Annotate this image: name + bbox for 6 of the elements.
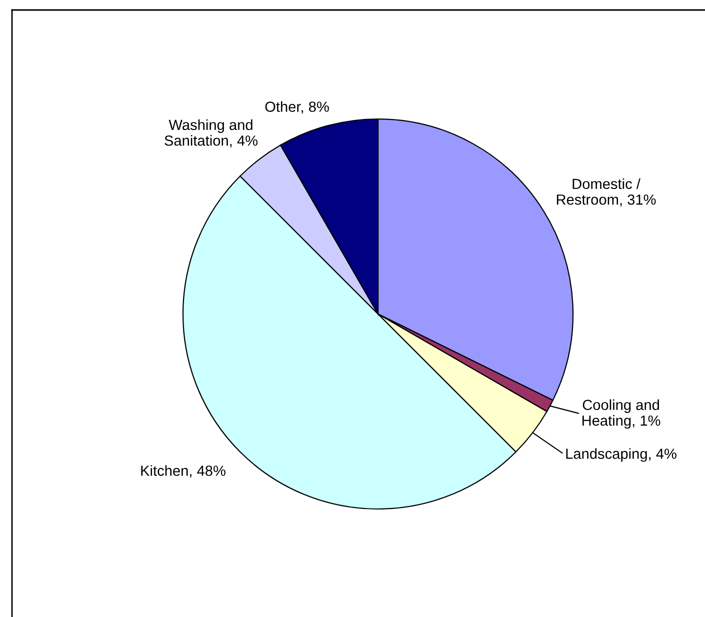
slice-label: Landscaping, 4% (566, 448, 676, 462)
slice-label: Other, 8% (265, 101, 329, 114)
slice-label: Kitchen, 48% (141, 465, 226, 478)
slice-label: Washing and Sanitation, 4% (164, 119, 258, 148)
slice-label: Cooling and Heating, 1% (582, 399, 660, 429)
slice-label: Domestic / Restroom, 31% (556, 178, 656, 206)
